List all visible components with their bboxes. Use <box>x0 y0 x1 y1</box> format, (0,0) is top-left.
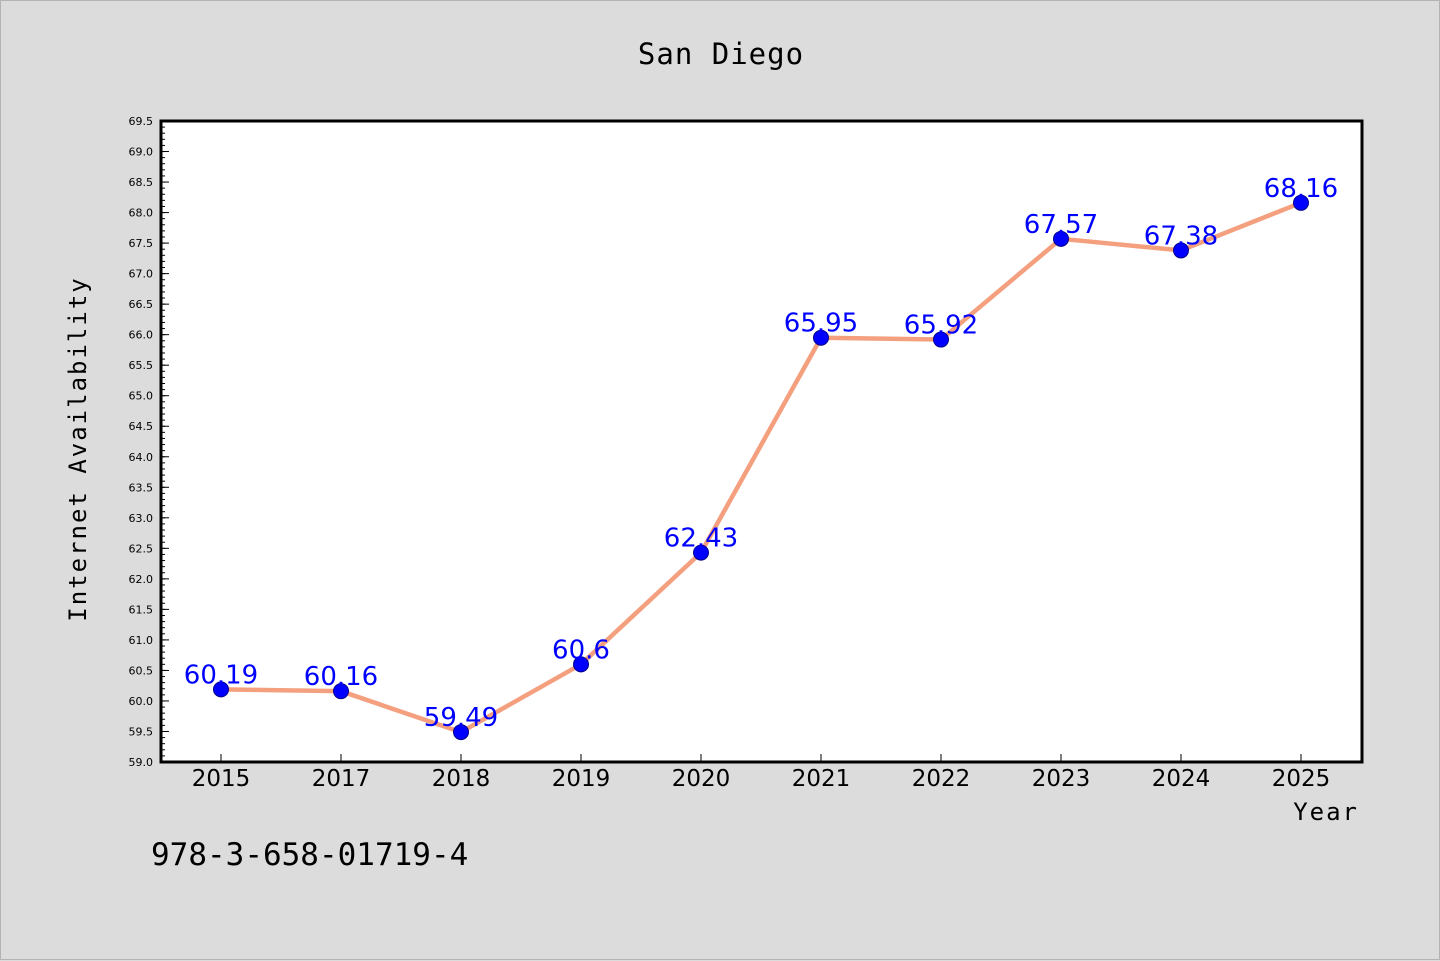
y-tick-label: 63.5 <box>129 481 154 494</box>
y-tick-label: 65.5 <box>129 359 154 372</box>
y-tick-label: 68.5 <box>129 176 154 189</box>
data-point-marker <box>813 329 829 346</box>
y-tick-label: 60.0 <box>129 695 154 708</box>
x-tick-label: 2017 <box>312 766 371 792</box>
y-axis-label: Internet Availability <box>64 276 92 621</box>
footer-code: 978-3-658-01719-4 <box>151 837 468 873</box>
series-line <box>220 200 1302 735</box>
data-point-marker <box>1293 194 1309 211</box>
y-tick-label: 66.5 <box>129 298 154 311</box>
x-tick-label: 2018 <box>432 766 491 792</box>
data-point-marker <box>573 656 589 673</box>
series-line-group: 60.19 60.16 59.49 60.6 62.43 65.95 65.92 67.57 6… <box>184 174 1338 741</box>
data-point-marker <box>453 724 469 741</box>
y-tick-label: 69.0 <box>129 146 154 159</box>
x-tick-label: 2022 <box>912 766 971 792</box>
y-tick-label: 66.0 <box>129 329 154 342</box>
x-tick-label: 2024 <box>1152 766 1211 792</box>
y-tick-label: 60.5 <box>129 664 154 677</box>
y-tick-label: 64.0 <box>129 451 154 464</box>
data-label: 60.6 <box>552 635 610 665</box>
x-tick-label: 2021 <box>792 766 851 792</box>
data-point-marker <box>933 331 949 348</box>
data-point-marker <box>1053 230 1069 247</box>
x-tick-label: 2015 <box>192 766 251 792</box>
data-label: 65.92 <box>904 311 978 341</box>
data-label: 67.57 <box>1024 210 1098 240</box>
y-tick-label: 63.0 <box>129 512 154 525</box>
data-label: 60.19 <box>184 660 258 690</box>
x-axis-label: Year <box>1293 798 1359 826</box>
y-tick-label: 59.5 <box>129 725 154 738</box>
x-tick-label: 2019 <box>552 766 611 792</box>
y-axis-ticks: 59.0 59.5 60.0 60.5 61.0 61.5 62.0 62.5 63.0 63.5… <box>129 115 169 769</box>
data-point-marker <box>213 681 229 698</box>
x-axis-ticks: 2015 2017 2018 2019 2020 2021 2022 2023 2024 2025 <box>192 754 1331 792</box>
y-tick-label: 69.5 <box>129 115 154 128</box>
y-tick-label: 62.0 <box>129 573 154 586</box>
y-tick-label: 67.5 <box>129 237 154 250</box>
y-tick-label: 67.0 <box>129 268 154 281</box>
data-label: 60.16 <box>304 662 378 692</box>
y-tick-label: 68.0 <box>129 207 154 220</box>
data-label: 68.16 <box>1264 174 1338 204</box>
data-point-marker <box>1173 242 1189 259</box>
data-point-marker <box>693 544 709 561</box>
y-tick-label: 59.0 <box>129 756 154 769</box>
data-point-marker <box>333 683 349 700</box>
data-label: 62.43 <box>664 524 738 554</box>
data-label: 67.38 <box>1144 221 1218 251</box>
y-tick-label: 65.0 <box>129 390 154 403</box>
y-tick-label: 61.5 <box>129 603 154 616</box>
x-tick-label: 2023 <box>1032 766 1091 792</box>
data-label: 59.49 <box>424 703 498 733</box>
x-tick-label: 2025 <box>1272 766 1331 792</box>
y-tick-label: 62.5 <box>129 542 154 555</box>
chart-title: San Diego <box>638 37 804 71</box>
x-tick-label: 2020 <box>672 766 731 792</box>
y-tick-label: 61.0 <box>129 634 154 647</box>
data-label: 65.95 <box>784 309 858 339</box>
y-tick-label: 64.5 <box>129 420 154 433</box>
